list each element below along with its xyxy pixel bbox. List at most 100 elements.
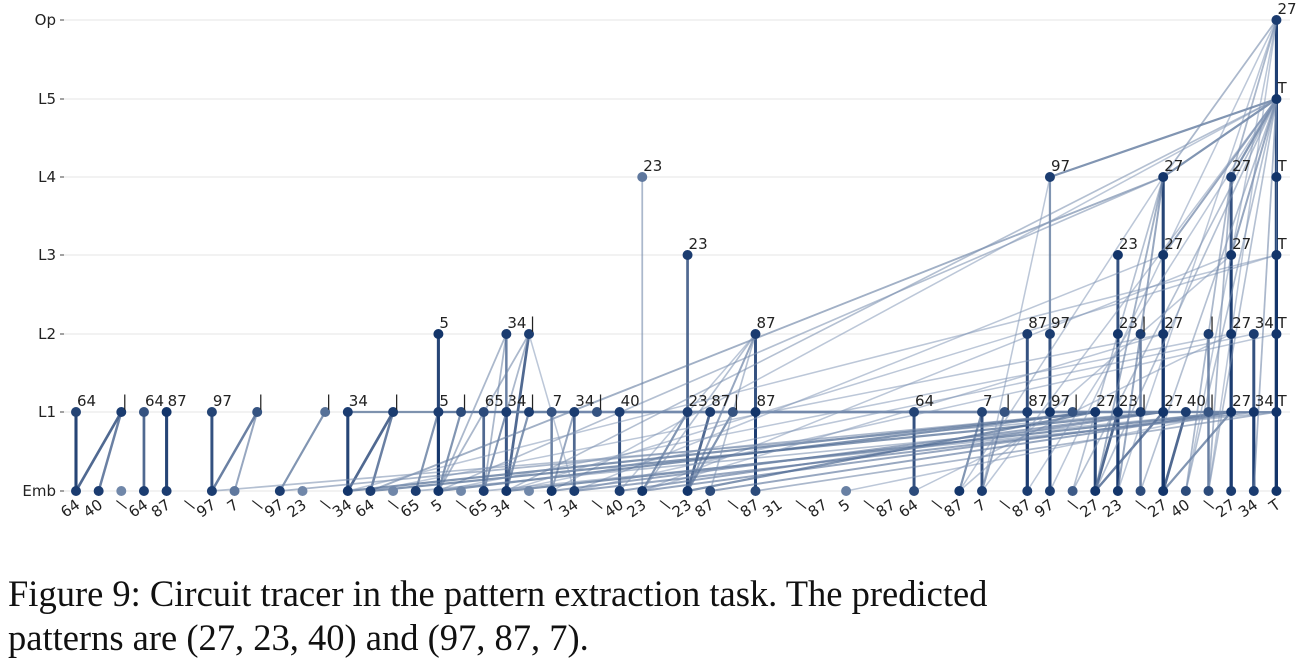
node-label-b1: 5	[439, 314, 449, 332]
node-label-a19: 23	[689, 392, 708, 410]
edge-e48-a33	[1161, 411, 1188, 492]
xtick-label-46: 23	[1099, 496, 1125, 522]
node-d3	[1158, 172, 1169, 182]
node-label-c5: T	[1276, 235, 1287, 253]
node-e50	[1203, 486, 1214, 496]
xtick-label-3: 64	[125, 496, 151, 522]
node-a6	[252, 407, 263, 417]
xtick-label-22: 34	[556, 496, 582, 522]
node-e34	[841, 486, 852, 496]
node-b4	[750, 329, 761, 339]
node-label-b8: |	[1142, 314, 1147, 332]
node-label-a36: 34	[1255, 392, 1274, 410]
node-a17	[591, 407, 602, 417]
node-c2	[1112, 250, 1123, 260]
xtick-label-24: 40	[601, 496, 627, 522]
node-e20	[524, 486, 534, 496]
node-label-a1: 64	[77, 392, 96, 410]
node-a22	[750, 407, 761, 417]
node-label-a14: |	[530, 392, 535, 410]
node-e10	[297, 486, 308, 496]
xtick-label-15: 65	[397, 496, 423, 522]
node-label-c1: 23	[689, 235, 708, 253]
node-a28	[1067, 407, 1078, 417]
node-e48	[1158, 486, 1169, 496]
xtick-label-0: 64	[57, 496, 83, 522]
node-d2	[1044, 172, 1055, 182]
ylabel-L5: L5	[38, 90, 56, 108]
edge-d4-o1	[1230, 19, 1278, 178]
edge-e39-d3	[958, 176, 1164, 492]
edge-e21-f1	[551, 98, 1277, 492]
edge-e19-b12	[506, 333, 1254, 492]
node-e43	[1044, 486, 1055, 496]
node-label-b9: 27	[1164, 314, 1183, 332]
node-label-b13: T	[1276, 314, 1287, 332]
node-a11	[456, 407, 467, 417]
node-label-d5: T	[1276, 157, 1287, 175]
node-label-c4: 27	[1232, 235, 1251, 253]
node-e40	[977, 486, 987, 496]
edge-e50-f1	[1207, 98, 1278, 492]
xtick-label-33: 87	[805, 496, 831, 522]
node-label-a11: |	[462, 392, 467, 410]
node-e3	[138, 486, 149, 496]
node-b7	[1112, 329, 1123, 339]
node-e21	[546, 486, 557, 496]
node-label-a34: |	[1210, 392, 1215, 410]
xtick-label-18: 65	[465, 496, 491, 522]
edge-e7-a6	[233, 411, 259, 492]
node-label-b3: |	[530, 314, 535, 332]
xtick-label-39: 87	[941, 496, 967, 522]
edge-e16-b11	[438, 333, 1232, 492]
node-b9	[1158, 329, 1169, 339]
xtick-label-25: 23	[624, 496, 650, 522]
node-a34	[1203, 407, 1214, 417]
xtick-label-12: 34	[329, 496, 355, 522]
node-e1	[93, 486, 104, 496]
edge-e52-f1	[1252, 98, 1278, 492]
node-label-a10: 5	[439, 392, 449, 410]
node-a12	[478, 407, 489, 417]
node-a31	[1135, 407, 1146, 417]
node-label-a29: 27	[1096, 392, 1115, 410]
node-label-a8: 34	[349, 392, 368, 410]
node-f1	[1271, 94, 1282, 104]
node-label-a30: 23	[1119, 392, 1138, 410]
ylabel-Op: Op	[35, 11, 56, 29]
node-e44	[1067, 486, 1078, 496]
grid-lines	[60, 19, 1290, 492]
node-label-d1: 23	[643, 157, 662, 175]
node-a30	[1112, 407, 1123, 417]
node-a29	[1090, 407, 1101, 417]
node-a5	[206, 407, 217, 417]
node-e22	[569, 486, 580, 496]
edge-e47-f1	[1139, 98, 1278, 492]
node-e18	[478, 486, 489, 496]
node-label-a27: 97	[1051, 392, 1070, 410]
node-b6	[1044, 329, 1055, 339]
node-e25	[637, 486, 648, 496]
node-e42	[1022, 486, 1033, 496]
y-axis-labels: Emb L1 L2 L3 L4 L5 Op	[22, 11, 56, 500]
node-c3	[1158, 250, 1169, 260]
edge-e6-a6	[210, 411, 259, 492]
node-e12	[342, 486, 353, 496]
edge-e1-a2	[97, 411, 123, 492]
xtick-label-45: 27	[1077, 496, 1103, 522]
node-b8	[1135, 329, 1146, 339]
edge-e27-a29	[687, 410, 1096, 493]
node-e9	[274, 486, 285, 496]
node-label-group: 64 | 64 87 97 | | 34 | 5 | 65 34 | 7 34 | 40 23 87 | 87 64 7 | 87…	[77, 0, 1297, 410]
node-label-a25: |	[1006, 392, 1011, 410]
node-a15	[546, 407, 557, 417]
node-label-c2: 23	[1119, 235, 1138, 253]
node-label-b10: |	[1210, 314, 1215, 332]
edge-d2-f1	[1049, 97, 1277, 179]
node-e14	[388, 486, 399, 496]
node-label-b4: 87	[757, 314, 776, 332]
node-e16	[433, 486, 444, 496]
node-label-b6: 97	[1051, 314, 1070, 332]
xtick-label-40: 7	[971, 496, 989, 516]
node-a35	[1226, 407, 1237, 417]
